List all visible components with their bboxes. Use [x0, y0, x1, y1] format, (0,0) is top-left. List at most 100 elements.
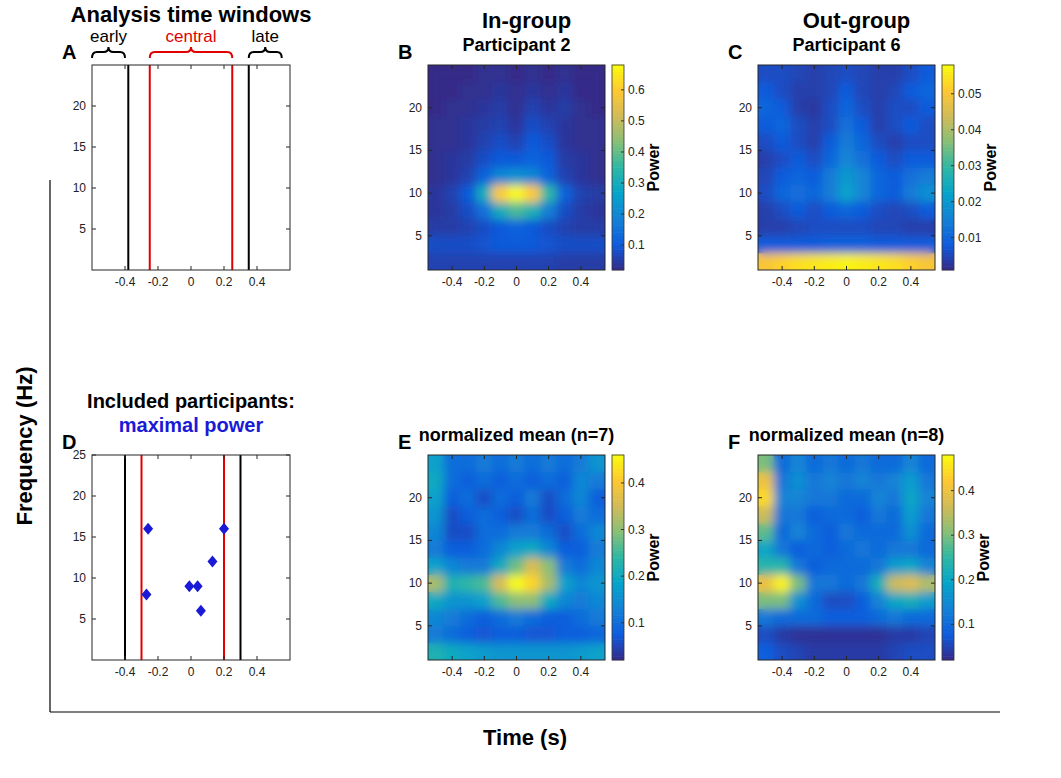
heatmap-cell [790, 506, 807, 524]
smoothed-cell [822, 236, 839, 254]
heatmap-cell [854, 608, 871, 626]
smoothed-cell [758, 116, 774, 134]
heatmap-cell [540, 472, 557, 490]
colorbar-step [612, 126, 624, 130]
heatmap-cell [492, 643, 509, 660]
heatmap-cell [903, 253, 920, 270]
heatmap-cell [460, 201, 477, 219]
smoothed-cell [476, 626, 493, 644]
heatmap-cell [822, 523, 839, 541]
smoothed-cell [774, 489, 791, 507]
heatmap-cell [476, 116, 493, 134]
smoothed-cell [758, 150, 774, 168]
smoothed-cell [556, 455, 573, 472]
heatmap-cell [854, 99, 871, 117]
smoothed-cell [428, 82, 444, 100]
colorbar-step [612, 458, 624, 462]
heatmap-cell [870, 65, 887, 82]
smoothed-cell [540, 557, 557, 575]
heatmap-cell [492, 82, 509, 100]
colorbar-step [942, 482, 954, 486]
colorbar-step [942, 550, 954, 554]
smoothed-cell [919, 523, 935, 541]
colorbar-step [612, 212, 624, 216]
heatmap-cell [806, 253, 823, 270]
colorbar-step [612, 75, 624, 79]
colorbar-step [612, 649, 624, 653]
smoothed-cell [838, 201, 855, 219]
heatmap-cell [540, 116, 557, 134]
heatmap-cell [758, 557, 774, 575]
smoothed-cell [854, 253, 871, 270]
smoothed-cell [790, 82, 807, 100]
peak-marker [219, 523, 229, 535]
heatmap-cell [854, 455, 871, 472]
heatmap-cell [460, 626, 477, 644]
heatmap-cell [870, 99, 887, 117]
smoothed-cell [460, 540, 477, 558]
heatmap-base [758, 455, 935, 660]
smoothed-cell [492, 201, 509, 219]
colorbar-step [612, 540, 624, 544]
smoothed-cell [444, 253, 461, 270]
x-tick [516, 656, 517, 660]
heatmap-cell [476, 184, 493, 202]
heatmap-cell [854, 489, 871, 507]
heatmap-cell [556, 65, 573, 82]
smoothing-layer [428, 65, 605, 270]
smoothed-cell [540, 99, 557, 117]
y-tick-right [286, 188, 290, 189]
smoothed-cell [774, 253, 791, 270]
heatmap-cell [886, 150, 903, 168]
smoothed-cell [886, 626, 903, 644]
heatmap-cell [524, 472, 541, 490]
heatmap-cell [919, 99, 935, 117]
peak-marker [143, 523, 153, 535]
heatmap-cell [492, 184, 509, 202]
heatmap-cell [524, 455, 541, 472]
heatmap-cell [822, 489, 839, 507]
heatmap-cell [919, 218, 935, 236]
heatmap-cell [838, 99, 855, 117]
heatmap-cell [460, 218, 477, 236]
smoothed-cell [919, 540, 935, 558]
heatmap-cell [589, 455, 605, 472]
heatmap-cell [428, 218, 444, 236]
heatmap-cell [919, 253, 935, 270]
window-line [248, 65, 250, 270]
smoothed-cell [492, 236, 509, 254]
smoothed-cell [556, 608, 573, 626]
colorbar-step [942, 249, 954, 253]
heatmap-cell [444, 626, 461, 644]
colorbar-step [612, 612, 624, 616]
smoothed-cell [919, 506, 935, 524]
smoothed-cell [508, 116, 525, 134]
smoothed-cell [854, 557, 871, 575]
smoothed-cell [428, 591, 444, 609]
smoothed-cell [476, 455, 493, 472]
smoothed-cell [838, 557, 855, 575]
column-title: In-group [482, 8, 571, 33]
y-tick [92, 496, 96, 497]
x-tick-label: 0.4 [903, 665, 920, 679]
y-tick [428, 540, 432, 541]
heatmap-cell [790, 557, 807, 575]
heatmap-cell [492, 608, 509, 626]
colorbar-step [942, 598, 954, 602]
heatmap-cell [886, 523, 903, 541]
x-tick [910, 266, 911, 270]
heatmap-cell [758, 133, 774, 151]
smoothed-cell [806, 167, 823, 185]
colorbar-tick-label: 0.1 [958, 617, 975, 631]
colorbar-step [942, 195, 954, 199]
colorbar-tick [951, 93, 954, 94]
x-tick-top [257, 455, 258, 459]
smoothed-cell [790, 150, 807, 168]
heatmap-cell [460, 591, 477, 609]
heatmap-cell [758, 591, 774, 609]
colorbar-step [942, 578, 954, 582]
smoothed-cell [886, 65, 903, 82]
smoothed-cell [428, 99, 444, 117]
smoothed-cell [838, 65, 855, 82]
y-tick-label: 10 [739, 576, 753, 590]
